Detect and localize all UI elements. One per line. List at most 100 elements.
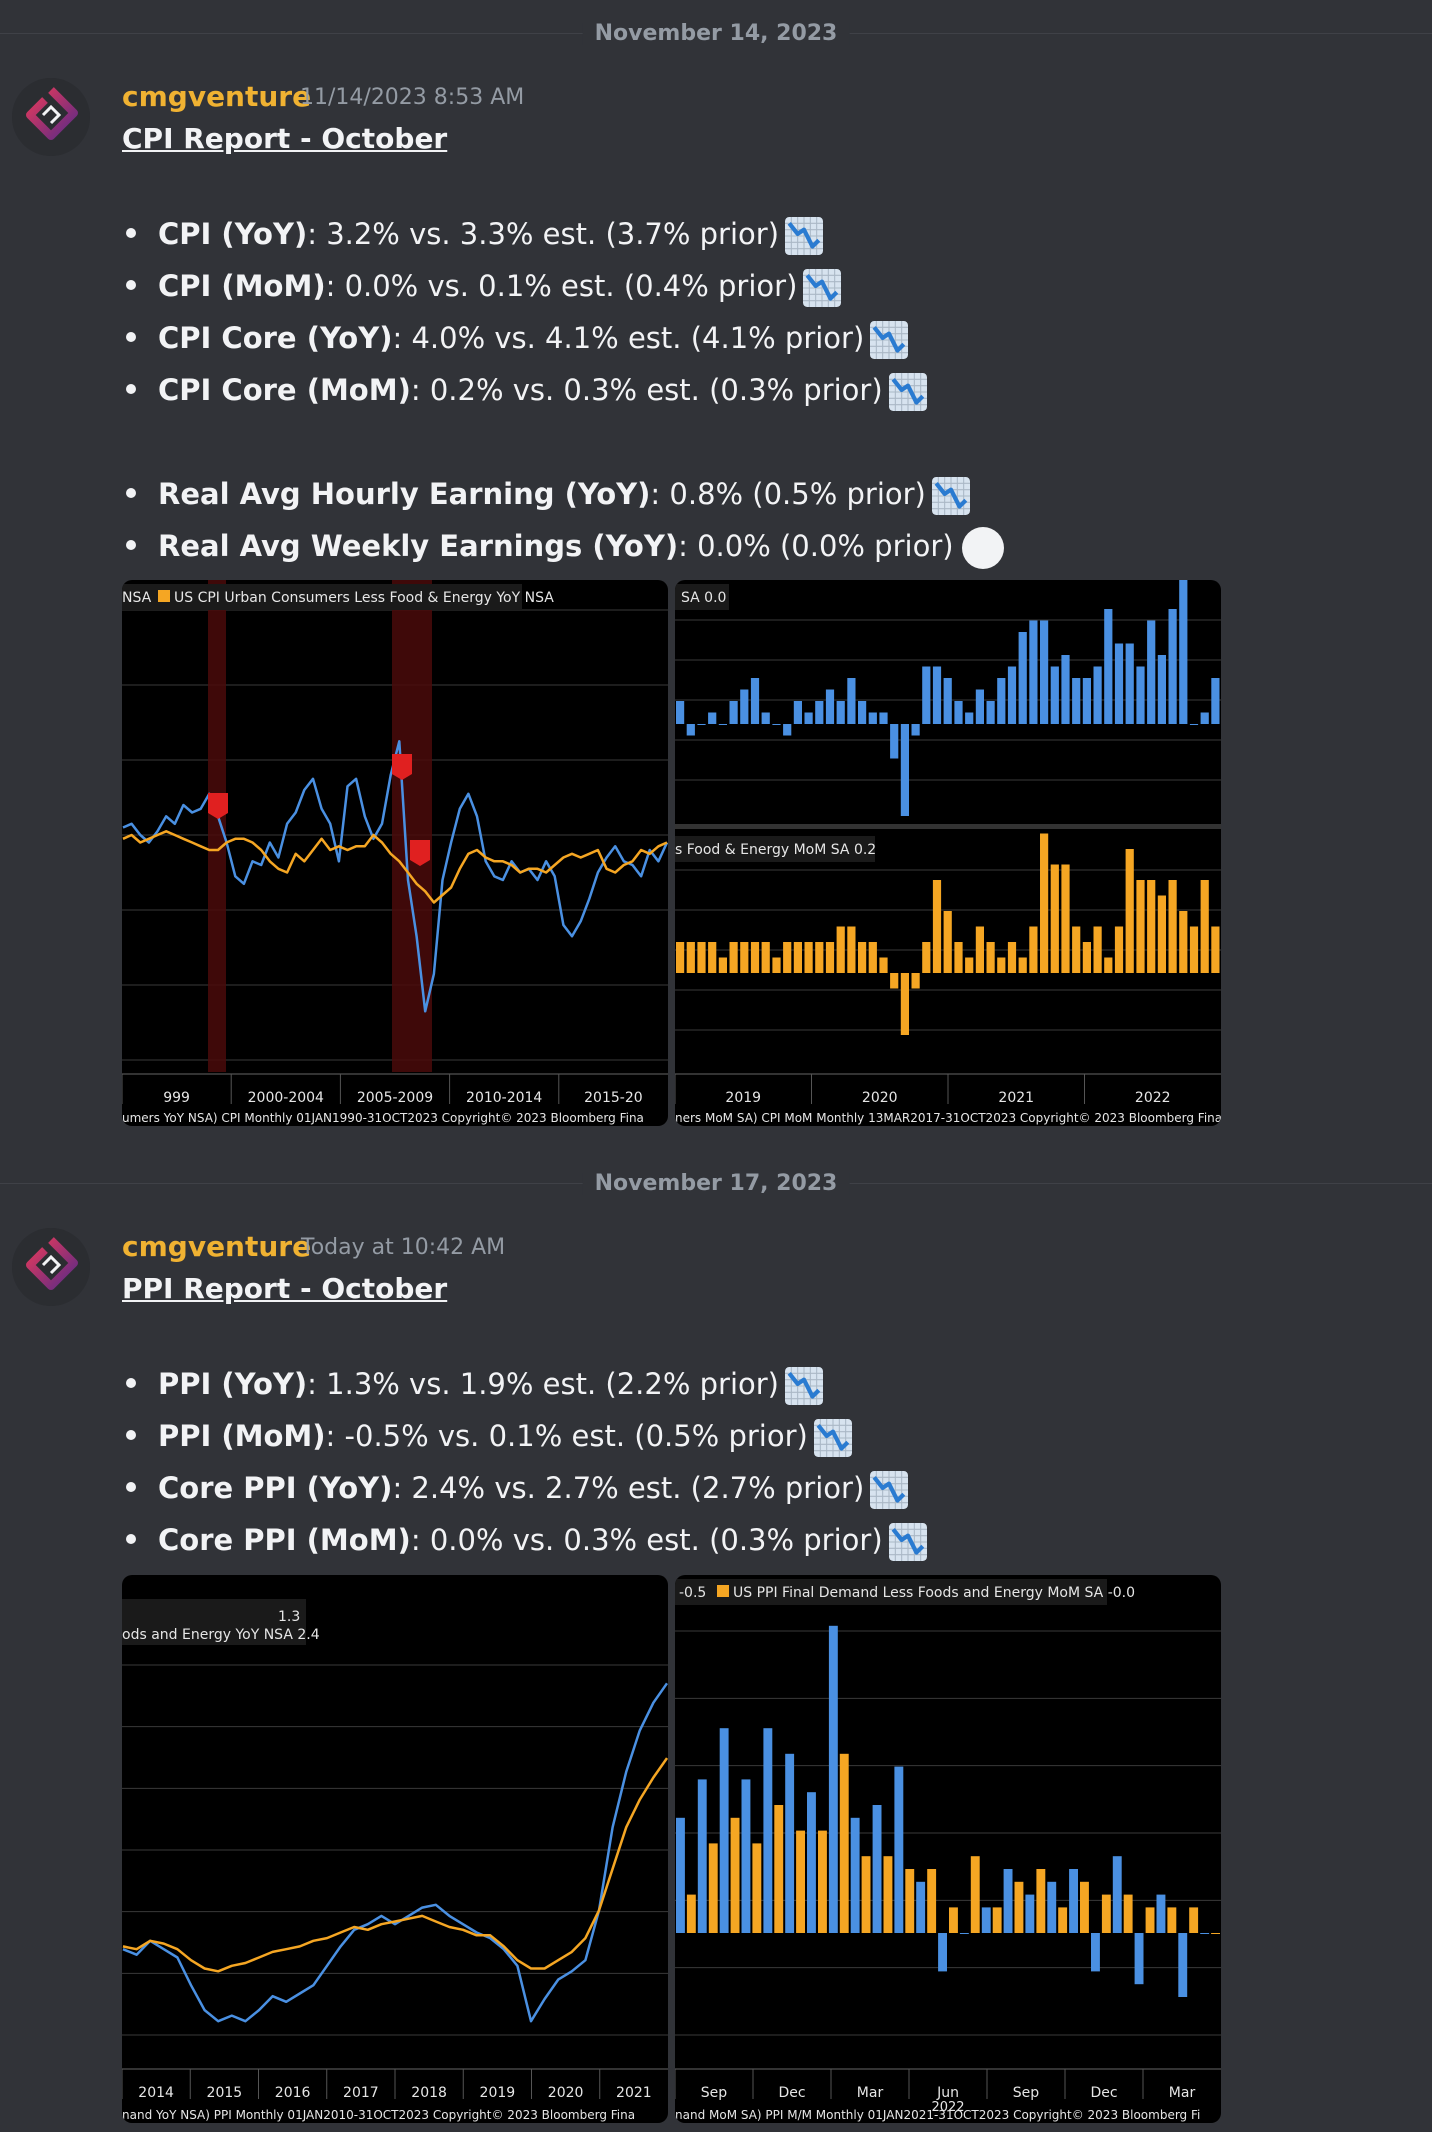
bar [868,942,877,973]
bar [676,942,685,973]
recession-band [208,580,226,1072]
list-item: PPI (YoY): 1.3% vs. 1.9% est. (2.2% prio… [122,1362,823,1406]
bar [1200,1933,1210,1934]
bar [697,942,706,973]
chart-footer: ners MoM SA) CPI MoM Monthly 13MAR2017-3… [675,1111,1221,1125]
cpi-mom-chart-image[interactable]: SA 0.0 s Food & Energy MoM SA 0.2 2019 20… [675,580,1221,1126]
date-divider-label: November 17, 2023 [582,1173,850,1195]
bar [818,1830,827,1933]
bar [793,942,802,973]
bar [981,1907,991,1933]
bar [741,1779,751,1933]
bullet-dot [126,332,136,342]
ppi-yoy-chart-image[interactable]: 1.3 ods and Energy YoY NSA 2.4 2014 2015 2… [122,1575,668,2123]
bullet-text: : 4.0% vs. 4.1% est. (4.1% prior) [392,321,865,355]
tick-label: 2022 [1135,1090,1171,1106]
bar [1093,926,1102,973]
bullet-text: : 0.0% vs. 0.3% est. (0.3% prior) [410,1523,883,1557]
bar [1114,926,1124,973]
bar [997,957,1006,973]
bar [793,701,802,724]
bar [1147,620,1156,724]
bar [815,942,824,973]
ppi-mom-chart-image[interactable]: -0.5 US PPI Final Demand Less Foods and … [675,1575,1221,2123]
legend-box [675,836,875,862]
bar [932,880,942,973]
bar [1125,849,1134,973]
bar [740,942,749,973]
chart-decreasing-icon [888,1523,927,1561]
bar [1082,678,1091,724]
author-name[interactable]: cmgventure [122,80,312,113]
bar [900,973,909,1035]
tick-label: 999 [163,1090,190,1106]
bar [1200,712,1209,724]
bar [1147,880,1156,973]
bar [965,957,974,973]
bar [1091,1933,1100,1972]
legend-box [122,1599,306,1645]
date-divider: November 14, 2023 [0,23,1432,45]
bar [894,1766,904,1933]
bar [761,942,770,973]
bar [719,1728,729,1933]
list-item: PPI (MoM): -0.5% vs. 0.1% est. (0.5% pri… [122,1414,852,1458]
bar [1211,678,1220,724]
bar [772,957,781,973]
bar [1123,1894,1133,1933]
bar [965,712,974,724]
list-item: CPI (YoY): 3.2% vs. 3.3% est. (3.7% prio… [122,212,824,256]
bar [954,701,963,724]
bullet-text: : 0.2% vs. 0.3% est. (0.3% prior) [410,373,883,407]
bar [828,1625,838,1933]
bar [708,1843,718,1933]
bullet-dot [126,488,136,498]
tick-label: 2020 [862,1090,898,1106]
list-item: CPI Core (YoY): 4.0% vs. 4.1% est. (4.1%… [122,316,909,360]
bullet-label: Real Avg Hourly Earning (YoY) [158,477,651,511]
cmg-logo-icon [12,1228,90,1306]
cpi-yoy-chart-image[interactable]: NSA US CPI Urban Consumers Less Food & E… [122,580,668,1126]
bar [1112,1856,1122,1933]
bar [1134,1933,1144,1985]
legend-label: ods and Energy YoY NSA 2.4 [122,1627,320,1643]
bar [986,942,995,973]
tick-label: 2015-20 [584,1090,643,1106]
bullet-text: : 1.3% vs. 1.9% est. (2.2% prior) [307,1367,779,1401]
tick-label: 2017 [343,2085,379,2101]
bar [761,712,770,724]
bar [729,701,738,724]
bar [1040,833,1049,973]
bar [905,1869,915,1933]
avatar[interactable] [12,1228,90,1306]
bar [1179,580,1188,724]
chart-decreasing-icon [785,217,824,255]
bar [1040,620,1049,724]
bullet-label: CPI (YoY) [158,217,308,251]
bar [708,942,717,973]
author-name[interactable]: cmgventure [122,1230,312,1263]
bar [697,724,706,725]
bar [970,1856,980,1933]
panel-separator [675,824,1221,829]
bar [752,1843,762,1933]
avatar[interactable] [12,78,90,156]
bullet-dot [126,1534,136,1544]
bar [1014,1881,1024,1933]
bar [954,942,963,973]
bullet-text: : -0.5% vs. 0.1% est. (0.5% prior) [325,1419,808,1453]
legend-box [675,584,729,610]
list-item: Real Avg Hourly Earning (YoY): 0.8% (0.5… [122,472,970,516]
tick-label: 2019 [480,2085,516,2101]
tick-label: Sep [701,2085,728,2101]
bar [883,1856,893,1933]
bar [836,926,845,973]
recession-band [392,580,432,1072]
recession-marker-icon [392,754,412,780]
bar [1069,1869,1078,1933]
bar [927,1869,937,1933]
recession-marker-icon [208,793,228,819]
bullet-label: Core PPI (YoY) [158,1471,393,1505]
bar [922,666,931,724]
bar [1036,1869,1046,1933]
